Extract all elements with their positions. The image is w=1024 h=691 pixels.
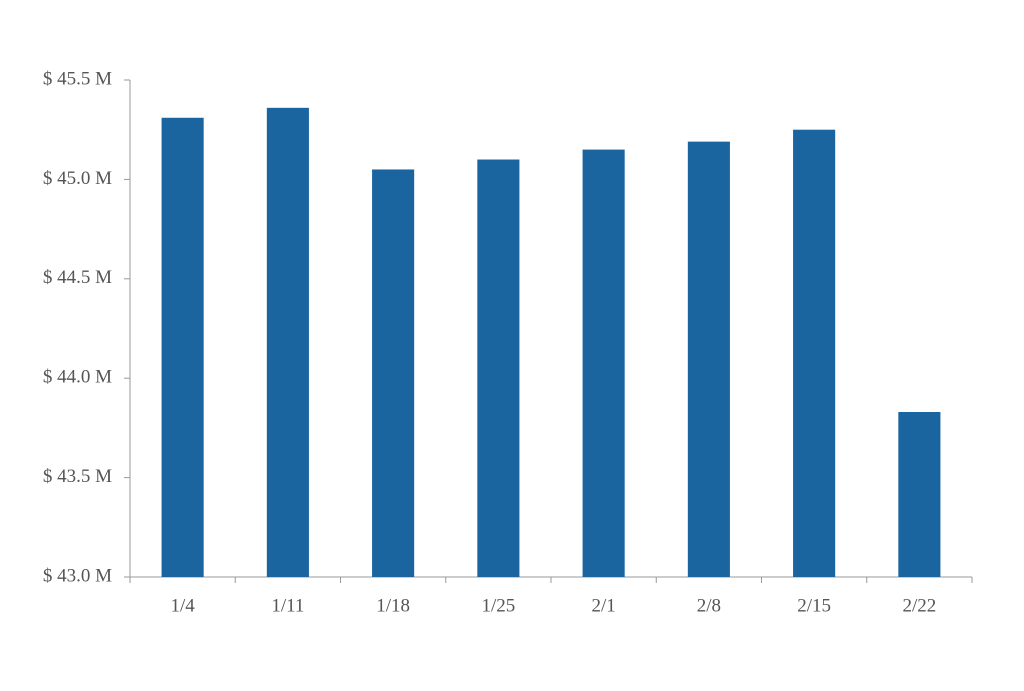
x-tick-label: 1/4 [170, 595, 195, 616]
bar [266, 107, 309, 577]
x-tick-label: 1/18 [376, 595, 410, 616]
x-tick-label: 1/25 [481, 595, 515, 616]
y-tick-label: $ 43.0 M [43, 565, 112, 586]
bar [793, 129, 836, 577]
x-tick-label: 1/11 [271, 595, 304, 616]
y-tick-label: $ 44.5 M [43, 267, 112, 288]
x-tick-label: 2/1 [591, 595, 615, 616]
x-tick-label: 2/22 [902, 595, 936, 616]
bar [161, 117, 204, 577]
x-tick-label: 2/15 [797, 595, 831, 616]
bar [372, 169, 415, 577]
bar [898, 411, 941, 577]
y-tick-label: $ 45.0 M [43, 168, 112, 189]
bar [687, 141, 730, 578]
bar [582, 149, 625, 577]
x-tick-label: 2/8 [697, 595, 721, 616]
bar [477, 159, 520, 577]
y-tick-label: $ 44.0 M [43, 367, 112, 388]
y-tick-label: $ 43.5 M [43, 466, 112, 487]
y-tick-label: $ 45.5 M [43, 68, 112, 89]
